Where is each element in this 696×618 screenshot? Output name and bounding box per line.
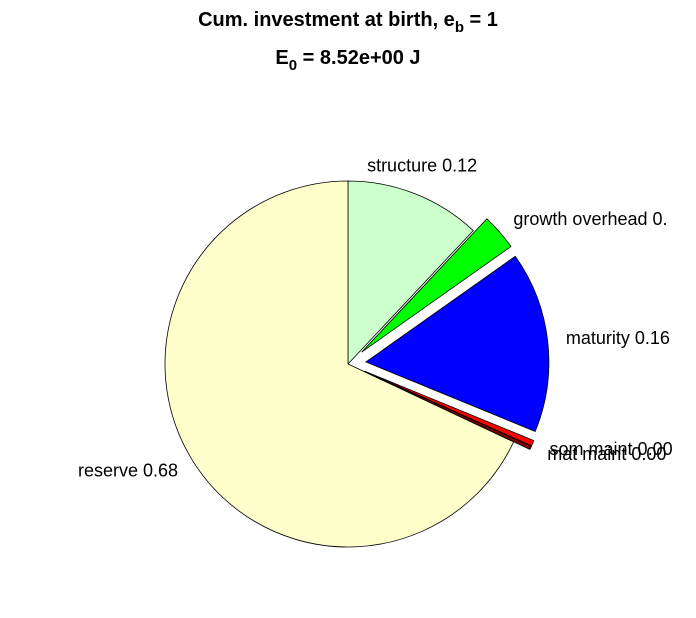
chart-subtitle: E0 = 8.52e+00 J xyxy=(275,47,420,74)
pie-slice xyxy=(364,370,535,447)
slice-label: mat maint 0.00 xyxy=(547,444,666,464)
title-subscript: b xyxy=(455,19,464,36)
slice-label: maturity 0.16 xyxy=(566,328,670,348)
slice-label: structure 0.12 xyxy=(367,156,477,176)
subtitle-main: E xyxy=(275,47,288,69)
slice-label: growth overhead 0. xyxy=(513,209,667,229)
slice-label: som maint 0.00 xyxy=(550,439,673,459)
title-rest: = 1 xyxy=(464,9,498,31)
pie-slice xyxy=(365,255,550,432)
slice-label: reserve 0.68 xyxy=(78,461,178,481)
subtitle-rest: = 8.52e+00 J xyxy=(297,47,420,69)
pie-slice xyxy=(361,218,512,353)
subtitle-subscript: 0 xyxy=(289,57,297,74)
pie-slice xyxy=(164,180,515,548)
pie-slice xyxy=(347,180,474,366)
title-main: Cum. investment at birth, e xyxy=(198,9,455,31)
chart-title: Cum. investment at birth, eb = 1 xyxy=(198,9,498,36)
